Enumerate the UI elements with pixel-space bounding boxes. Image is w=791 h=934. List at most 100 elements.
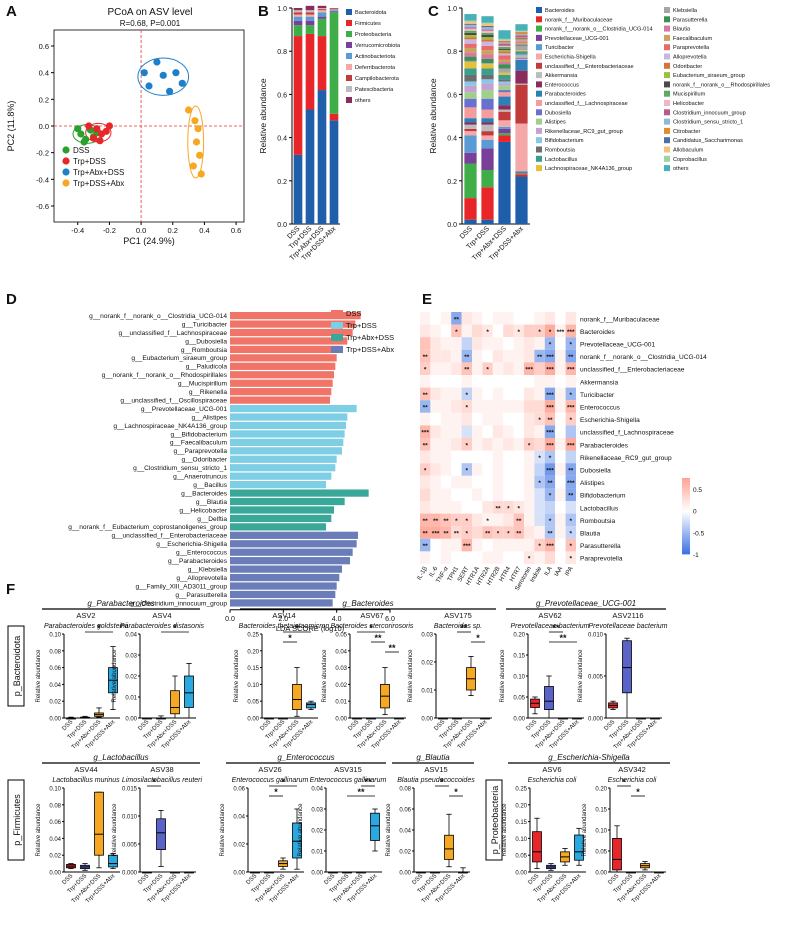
legend-label: Dubosiella — [545, 110, 572, 116]
heatmap-cell — [492, 375, 504, 388]
bar-segment — [515, 34, 528, 36]
heatmap-cell — [451, 488, 462, 501]
legend-label: Parabacteroides — [545, 92, 586, 98]
box-trp-dss — [544, 686, 554, 711]
heatmap-row-label: Bacteroides — [580, 329, 616, 336]
heatmap-cell — [461, 438, 472, 451]
heatmap-cell — [420, 475, 431, 489]
colorbar-step — [682, 500, 690, 504]
y-tick-label: 0.02 — [421, 661, 433, 667]
heatmap-cell — [565, 501, 576, 514]
significance-star: * — [538, 455, 541, 462]
heatmap-cell — [555, 450, 566, 464]
bar-segment — [498, 81, 511, 84]
legend-label: Alloprevotella — [673, 55, 707, 61]
bar-segment — [515, 30, 528, 32]
box-trp-dss — [156, 818, 166, 850]
significance-star: ** — [423, 531, 429, 538]
colorbar-step — [682, 527, 690, 530]
legend-label: Citrobacter — [673, 129, 700, 135]
bar-segment — [515, 58, 528, 60]
bar-segment — [498, 59, 511, 62]
colorbar-tick-label: 0 — [693, 509, 697, 516]
heatmap-cell — [440, 337, 452, 350]
y-tick-label: 0.04 — [399, 829, 411, 835]
y-tick-label: 0.06 — [233, 787, 245, 793]
bar-segment — [481, 79, 494, 84]
heatmap-col-label: Indole — [529, 565, 544, 584]
heatmap-cell — [451, 538, 462, 552]
bar-segment — [515, 54, 528, 56]
asv-label: ASV175 — [444, 611, 472, 620]
heatmap-cell — [472, 551, 483, 564]
heatmap-cell — [451, 526, 462, 539]
heatmap-cell — [472, 387, 483, 401]
genus-label: g_Bacteroides — [342, 599, 393, 608]
bar-segment — [515, 53, 528, 55]
y-tick-label: 0.01 — [421, 689, 433, 695]
y-tick-label: 0.00 — [421, 717, 433, 723]
asv-label: ASV4 — [152, 611, 171, 620]
heatmap-cell — [461, 400, 472, 413]
legend-swatch — [664, 127, 670, 134]
heatmap-cell — [461, 526, 472, 539]
legend-swatch — [331, 310, 343, 317]
heatmap-cell — [492, 501, 504, 514]
heatmap-cell — [451, 337, 462, 350]
bar-segment — [498, 90, 511, 93]
colorbar-step — [682, 491, 690, 494]
legend-dot — [62, 179, 70, 187]
bar-segment — [464, 163, 477, 199]
heatmap-cell — [565, 488, 576, 501]
y-tick-label: 0.00 — [515, 871, 527, 877]
y-tick-label: 0.25 — [515, 787, 527, 793]
significance-star: * — [570, 417, 573, 424]
legend-swatch — [664, 62, 670, 69]
heatmap-cell — [451, 475, 462, 489]
lda-bar-label: g__unclassified_f__Enterobacteriaceae — [112, 533, 228, 540]
heatmap-cell — [534, 513, 545, 527]
bar-segment — [464, 32, 477, 35]
legend-label: Trp+Abx+DSS — [73, 168, 124, 177]
heatmap-cell — [472, 337, 483, 350]
significance-star: * — [549, 329, 552, 336]
lda-bar — [230, 337, 348, 345]
heatmap-cell — [513, 475, 524, 489]
heatmap-cell — [482, 349, 493, 363]
heatmap-cell — [482, 375, 493, 388]
legend-label: Escherichia-Shigella — [545, 55, 597, 61]
heatmap-cell — [555, 438, 566, 451]
legend-label: norank_f__Muribaculaceae — [545, 17, 612, 23]
lda-bar — [230, 531, 358, 539]
point-trp-dss — [102, 127, 110, 135]
significance-star: * — [507, 505, 510, 512]
point-dss — [77, 130, 85, 138]
bar-segment — [464, 74, 477, 82]
bar-segment — [464, 98, 477, 108]
heatmap-row-label: Parabacteroides — [580, 442, 629, 449]
significance-star: ** — [568, 354, 574, 361]
significance-star: ** — [374, 633, 382, 643]
heatmap-cell — [461, 324, 472, 338]
y-tick-label: 0.03 — [311, 808, 323, 814]
bar-segment — [464, 21, 477, 24]
significance-star: * — [455, 329, 458, 336]
heatmap-cell — [555, 412, 566, 426]
significance-star: * — [281, 777, 285, 787]
legend-label: others — [355, 98, 371, 104]
significance-star: * — [466, 405, 469, 412]
significance-star: * — [288, 633, 292, 643]
lda-bar-label: g__Rikenella — [189, 389, 227, 396]
bar-segment — [329, 120, 339, 224]
bar-segment — [515, 83, 528, 85]
lda-bar — [230, 599, 333, 607]
heatmap-cell — [544, 488, 556, 501]
legend-label: Deferribacterota — [355, 65, 396, 71]
heatmap-cell — [534, 538, 545, 552]
heatmap-cell — [451, 400, 462, 413]
heatmap-cell — [524, 387, 535, 401]
heatmap-cell — [461, 312, 472, 325]
heatmap-cell — [555, 362, 566, 375]
heatmap-cell — [534, 375, 545, 388]
heatmap-cell — [440, 375, 452, 388]
